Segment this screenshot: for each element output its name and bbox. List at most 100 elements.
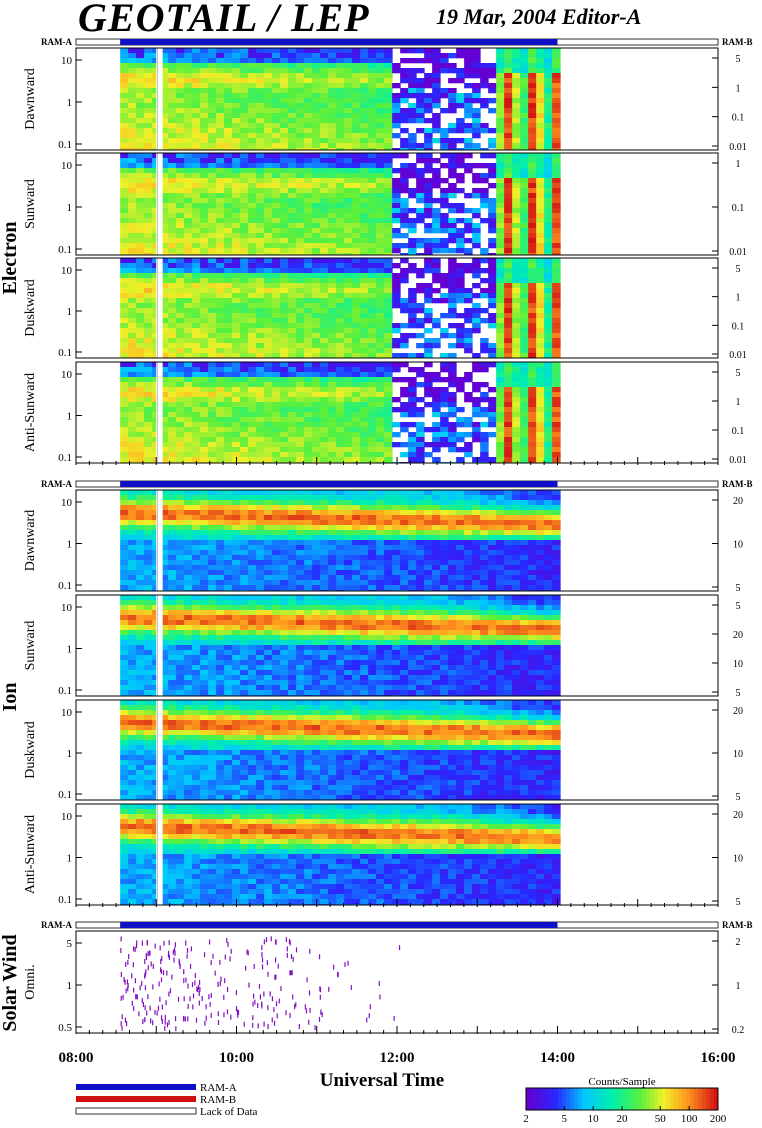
spectrogram-cell [216,63,225,69]
spectrogram-cell [288,323,297,329]
spectrogram-cell [408,48,417,54]
spectrogram-cell [176,437,185,443]
spectrogram-cell [336,283,345,289]
spectrogram-cell [344,417,353,423]
spectrogram-cell [552,188,561,194]
spectrogram-cell [304,228,313,234]
spectrogram-cell [336,343,345,349]
spectrogram-cell [208,560,217,566]
spectrogram-cell [224,372,233,378]
spectrogram-cell [200,490,209,496]
spectrogram-cell [208,328,217,334]
spectrogram-cell [128,158,137,164]
spectrogram-cell [216,83,225,89]
spectrogram-cell [392,93,401,99]
panel [75,47,719,151]
spectrogram-cell [256,570,265,576]
spectrogram-cell [240,138,249,144]
spectrogram-cell [496,103,505,109]
spectrogram-cell [128,367,137,373]
spectrogram-cell [368,168,377,174]
spectrogram-cell [184,570,193,576]
spectrogram-cell [504,288,513,294]
spectrogram-cell [536,93,545,99]
spectrogram-cell [440,392,449,398]
spectrogram-cell [544,343,553,349]
spectrogram-cell [464,108,473,114]
spectrogram-cell [128,203,137,209]
spectrogram-cell [248,565,257,571]
spectrogram-cell [320,510,329,516]
spectrogram-cell [136,452,145,458]
spectrogram-cell [168,218,177,224]
spectrogram-cell [184,68,193,74]
spectrogram-cell [208,422,217,428]
spectrogram-cell [432,397,441,403]
spectrogram-cell [528,198,537,204]
right-tick-label: 1 [736,397,741,408]
spectrogram-cell [328,495,337,501]
spectrogram-cell [488,68,497,74]
spectrogram-cell [160,63,169,69]
spectrogram-cell [328,520,337,526]
spectrogram-cell [384,93,393,99]
spectrogram-cell [200,392,209,398]
spectrogram-cell [296,452,305,458]
spectrogram-cell [184,223,193,229]
spectrogram-cell [360,422,369,428]
spectrogram-cell [472,148,481,151]
spectrogram-cell [320,213,329,219]
spectrogram-cell [312,73,321,79]
spectrogram-cell [544,133,553,139]
spectrogram-cell [240,133,249,139]
spectrogram-cell [400,442,409,448]
spectrogram-cell [192,183,201,189]
spectrogram-cell [384,78,393,84]
spectrogram-cell [264,367,273,373]
spectrogram-cell [296,495,305,501]
spectrogram-cell [552,48,561,54]
spectrogram-cell [352,308,361,314]
spectrogram-cell [512,288,521,294]
spectrogram-cell [312,308,321,314]
spectrogram-cell [512,83,521,89]
spectrogram-cell [528,417,537,423]
spectrogram-cell [544,88,553,94]
spectrogram-cell [496,382,505,388]
spectrogram-cell [544,422,553,428]
spectrogram-cell [320,495,329,501]
spectrogram-cell [120,530,129,536]
spectrogram-cell [288,223,297,229]
spectrogram-cell [216,103,225,109]
spectrogram-cell [128,432,137,438]
spectrogram-cell [264,313,273,319]
spectrogram-cell [368,248,377,254]
spectrogram-cell [280,273,289,279]
spectrogram-cell [520,178,529,184]
spectrogram-cell [304,585,313,591]
spectrogram-cell [488,128,497,134]
spectrogram-cell [400,412,409,418]
spectrogram-cell [256,253,265,256]
spectrogram-cell [296,138,305,144]
spectrogram-cell [400,128,409,134]
spectrogram-cell [328,213,337,219]
spectrogram-cell [336,427,345,433]
spectrogram-cell [264,525,273,531]
spectrogram-cell [368,173,377,179]
spectrogram-cell [504,333,513,339]
spectrogram-cell [440,412,449,418]
spectrogram-cell [248,93,257,99]
spectrogram-cell [432,63,441,69]
spectrogram-cell [192,193,201,199]
spectrogram-cell [496,173,505,179]
spectrogram-cell [208,53,217,59]
spectrogram-cell [208,298,217,304]
spectrogram-cell [192,88,201,94]
spectrogram-cell [208,278,217,284]
spectrogram-cell [424,108,433,114]
spectrogram-cell [192,555,201,561]
spectrogram-cell [288,273,297,279]
spectrogram-cell [528,53,537,59]
spectrogram-cell [504,377,513,383]
